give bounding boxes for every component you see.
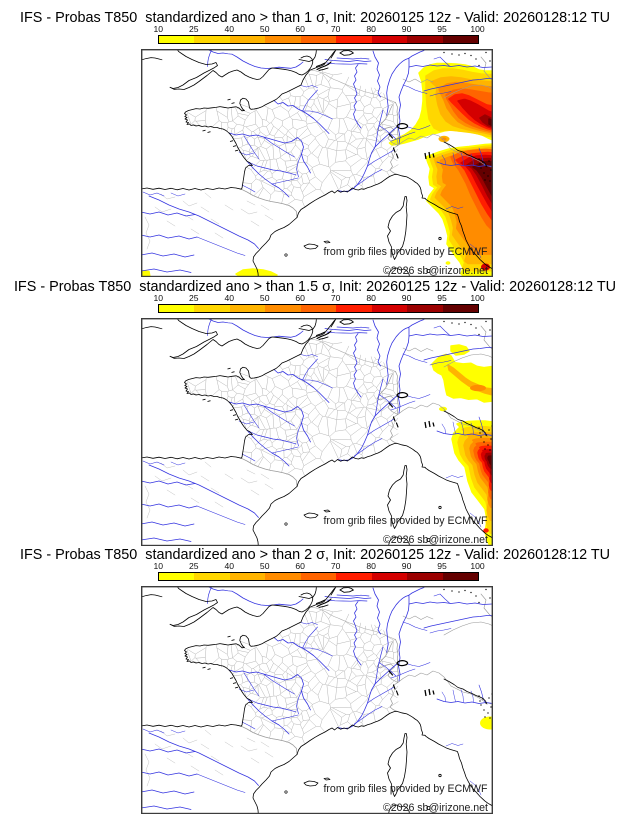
- svg-text:from grib files provided by EC: from grib files provided by ECMWF: [323, 783, 488, 795]
- svg-text:©2026 sb@irizone.net: ©2026 sb@irizone.net: [383, 533, 488, 545]
- svg-text:from grib files provided by EC: from grib files provided by ECMWF: [323, 514, 488, 526]
- svg-text:©2026 sb@irizone.net: ©2026 sb@irizone.net: [383, 265, 488, 277]
- svg-text:©2026 sb@irizone.net: ©2026 sb@irizone.net: [383, 802, 488, 814]
- svg-text:from grib files provided by EC: from grib files provided by ECMWF: [323, 246, 488, 258]
